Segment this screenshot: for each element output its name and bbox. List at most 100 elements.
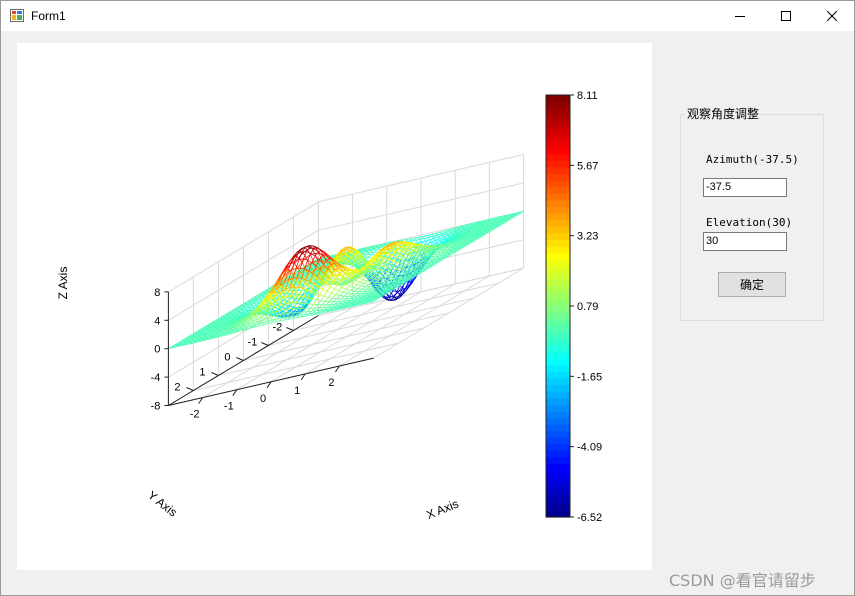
mesh-line <box>294 263 298 269</box>
mesh-line <box>367 254 372 258</box>
mesh-line <box>331 269 336 274</box>
mesh-line <box>261 307 266 314</box>
mesh-line <box>374 278 379 281</box>
mesh-line <box>501 222 506 225</box>
mesh-line <box>394 262 398 266</box>
mesh-line <box>416 258 421 262</box>
mesh-line <box>352 280 356 284</box>
mesh-line <box>326 286 331 292</box>
colorbar-band <box>546 365 570 373</box>
mesh-line <box>454 250 459 253</box>
mesh-line <box>393 259 399 266</box>
mesh-line <box>309 273 314 282</box>
mesh-line <box>313 261 318 270</box>
mesh-line <box>346 269 351 273</box>
mesh-line <box>463 244 468 248</box>
mesh-line <box>293 277 298 288</box>
mesh-line <box>317 312 323 315</box>
mesh-line <box>283 316 288 321</box>
mesh-line <box>309 304 314 309</box>
mesh-line <box>380 273 386 275</box>
mesh-line <box>362 279 368 282</box>
mesh-line <box>413 260 417 264</box>
close-button[interactable] <box>809 1 855 31</box>
mesh-line <box>296 297 302 303</box>
mesh-line <box>517 212 521 216</box>
mesh-line <box>364 283 369 288</box>
elevation-input[interactable]: 30 <box>703 232 787 251</box>
mesh-line <box>301 303 306 309</box>
mesh-line <box>424 240 428 246</box>
mesh-line <box>349 271 354 274</box>
mesh-line <box>303 292 308 299</box>
mesh-line <box>283 319 289 321</box>
x-tick-label: 1 <box>294 385 300 397</box>
mesh-line <box>326 258 331 261</box>
mesh-line <box>285 287 290 290</box>
mesh-line <box>328 277 334 282</box>
mesh-line <box>354 273 358 277</box>
mesh-line <box>318 280 322 287</box>
grid-line <box>318 267 524 316</box>
mesh-line <box>280 282 285 292</box>
colorbar-band <box>546 385 570 393</box>
mesh-line <box>335 280 341 282</box>
mesh-line <box>297 278 302 288</box>
mesh-line <box>391 268 396 270</box>
mesh-line <box>269 316 274 321</box>
mesh-line <box>358 277 364 281</box>
grid-line <box>193 342 399 391</box>
colorbar-tick-label: -6.52 <box>577 512 602 524</box>
mesh-line <box>353 253 359 259</box>
mesh-line <box>365 274 370 278</box>
mesh-line <box>223 334 229 336</box>
mesh-line <box>407 257 413 263</box>
mesh-line <box>268 312 273 319</box>
mesh-line <box>363 267 368 271</box>
mesh-line <box>312 273 318 278</box>
mesh-line <box>198 340 203 343</box>
mesh-line <box>362 276 367 281</box>
mesh-line <box>344 283 350 287</box>
colorbar-band <box>546 470 570 479</box>
mesh-line <box>343 259 349 263</box>
plot-panel[interactable]: 8 4 0 -4 -8 -2 -1 0 1 2 2 1 0 -1 -2 Z Axis Y Axis X Axis 8… <box>17 43 652 570</box>
mesh-line <box>385 258 390 263</box>
confirm-button[interactable]: 确定 <box>718 272 786 297</box>
mesh-line <box>376 297 381 300</box>
mesh-line <box>384 296 389 298</box>
minimize-button[interactable] <box>717 1 763 31</box>
mesh-line <box>388 268 392 272</box>
mesh-line <box>329 269 334 277</box>
mesh-line <box>430 235 436 238</box>
title-bar[interactable]: Form1 <box>1 1 854 31</box>
mesh-line <box>349 282 353 287</box>
mesh-line <box>292 268 297 279</box>
azimuth-input[interactable]: -37.5 <box>703 178 787 197</box>
mesh-line <box>302 287 308 290</box>
mesh-line <box>320 300 326 302</box>
surface-plot[interactable]: 8 4 0 -4 -8 -2 -1 0 1 2 2 1 0 -1 -2 Z Axis Y Axis X Axis 8… <box>17 43 652 570</box>
mesh-line <box>379 252 384 254</box>
mesh-line <box>273 294 278 303</box>
mesh-line <box>338 267 343 272</box>
mesh-line <box>390 263 395 266</box>
mesh-line <box>322 283 327 290</box>
mesh-line <box>219 335 225 337</box>
mesh-line <box>300 296 305 304</box>
mesh-line <box>346 274 352 279</box>
mesh-line <box>323 295 329 298</box>
mesh-line <box>396 256 401 260</box>
mesh-line <box>400 288 406 295</box>
maximize-button[interactable] <box>763 1 809 31</box>
mesh-line <box>255 317 260 323</box>
mesh-line <box>317 300 322 305</box>
mesh-line <box>339 292 344 296</box>
mesh-line <box>338 282 344 285</box>
mesh-line <box>286 287 291 297</box>
mesh-line <box>373 272 377 277</box>
mesh-line <box>414 252 418 255</box>
mesh-line <box>387 252 392 258</box>
mesh-line <box>315 259 320 267</box>
mesh-line <box>409 240 414 242</box>
